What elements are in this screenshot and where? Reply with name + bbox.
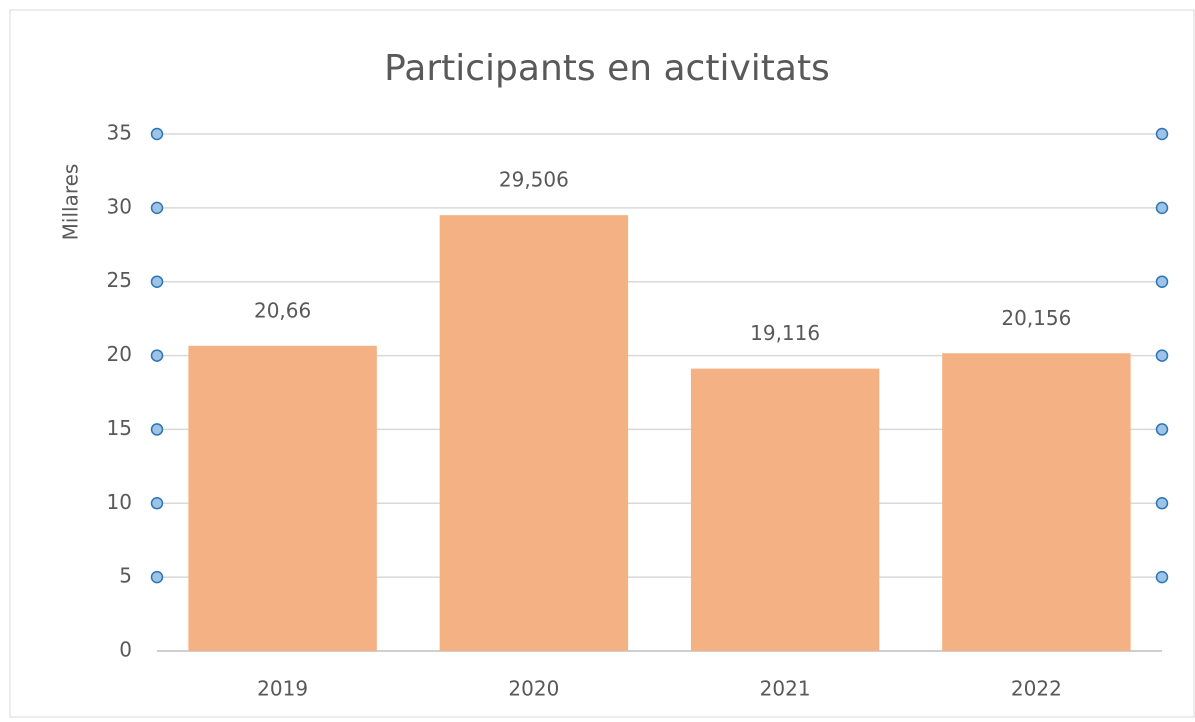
- grid-handle: [150, 570, 164, 584]
- y-tick-label: 20: [107, 342, 132, 366]
- grid-handle: [1155, 275, 1169, 288]
- x-tick-label: 2020: [508, 677, 559, 701]
- grid-handle: [150, 127, 164, 141]
- bar: [942, 353, 1131, 651]
- grid-handle: [1155, 349, 1169, 362]
- y-tick-label: 25: [107, 268, 132, 292]
- grid-handle: [150, 349, 164, 362]
- grid-handle: [1155, 570, 1169, 584]
- grid-handle: [150, 497, 164, 510]
- bar: [188, 345, 377, 651]
- data-label: 19,116: [750, 321, 820, 345]
- data-label: 29,506: [499, 168, 569, 192]
- grid-handle: [150, 201, 164, 215]
- grid-handle: [1155, 127, 1169, 141]
- y-tick-label: 10: [107, 490, 132, 514]
- grid-handle: [1155, 497, 1169, 510]
- data-label: 20,66: [254, 298, 311, 322]
- grid-handle: [1155, 201, 1169, 215]
- y-axis-label: Millares: [59, 164, 83, 241]
- grid-handle: [1155, 423, 1169, 436]
- y-tick-label: 35: [107, 121, 132, 145]
- y-tick-label: 0: [119, 638, 132, 662]
- bar: [439, 215, 629, 651]
- y-tick-label: 15: [107, 416, 132, 440]
- x-tick-label: 2021: [760, 677, 811, 701]
- x-tick-label: 2022: [1011, 677, 1062, 701]
- bar: [690, 368, 880, 651]
- grid-handle: [150, 423, 164, 436]
- y-tick-label: 30: [107, 194, 132, 218]
- data-label: 20,156: [1001, 306, 1071, 330]
- x-tick-label: 2019: [257, 677, 308, 701]
- y-tick-label: 5: [119, 564, 132, 588]
- chart-title: Participants en activitats: [384, 48, 830, 89]
- grid-handle: [150, 275, 164, 288]
